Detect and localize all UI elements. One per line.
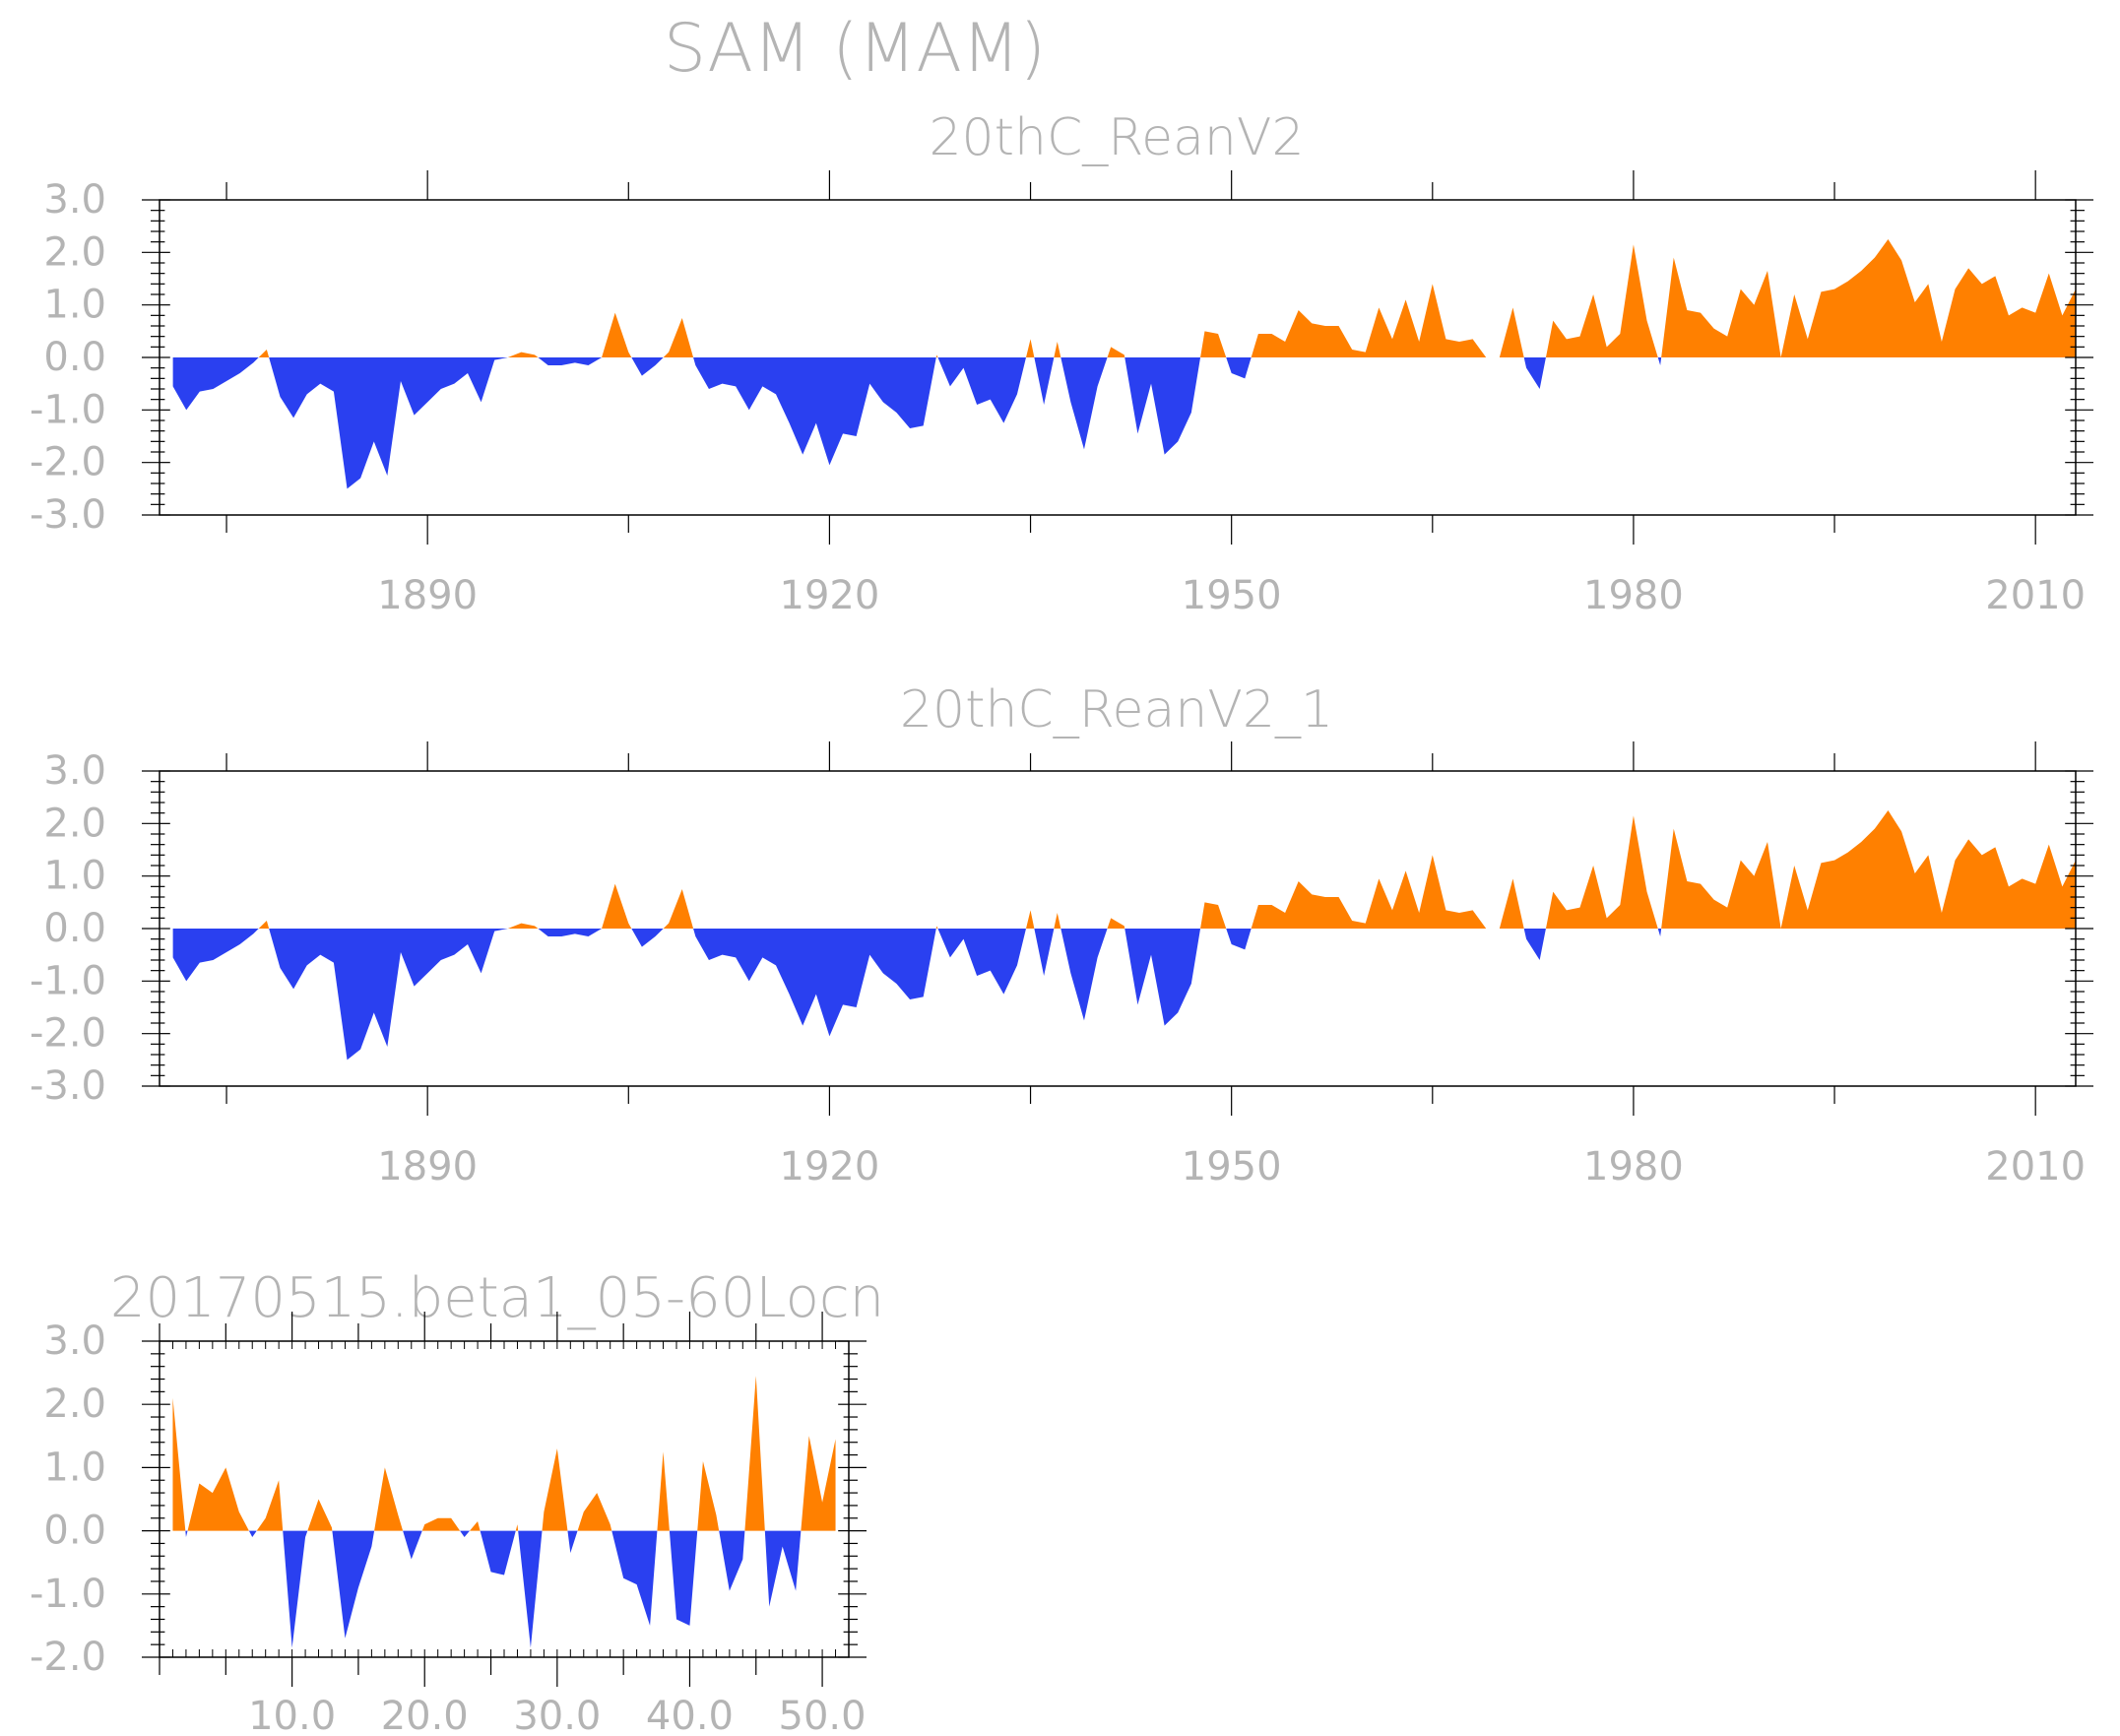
y-tick-label: 2.0 [43, 801, 106, 846]
x-tick-label: 1890 [377, 1144, 478, 1189]
y-tick-label: 1.0 [43, 283, 106, 328]
x-tick-label: 30.0 [513, 1694, 601, 1736]
x-tick-label: 1980 [1583, 1144, 1684, 1189]
x-tick-label: 20.0 [381, 1694, 469, 1736]
plot-area: -3.0 -2.0 -1.0 0.0 1.0 2.0 3.0 1890 1920 1950 1980… [30, 170, 2093, 618]
y-tick-label: -2.0 [30, 1011, 106, 1057]
y-tick-label: 0.0 [43, 335, 106, 380]
y-tick-label: -3.0 [30, 492, 106, 538]
plot-frame [159, 1340, 850, 1658]
panel-20thc-reanv2-1: 20thC_ReanV2_1 -3.0 -2.0 -1.0 0.0 1.0 2.0 3.0 1… [30, 680, 2093, 1189]
panel-title: 20thC_ReanV2 [929, 108, 1304, 167]
positive-area [172, 810, 2077, 929]
x-tick-label: 1920 [780, 1144, 880, 1189]
y-tick-label: -1.0 [30, 387, 106, 432]
panel-20170515-beta1: 20170515.beta1_05-60Locn -2.0 -1.0 0.0 1.0 2… [30, 1266, 884, 1736]
y-tick-label: 0.0 [43, 1509, 106, 1554]
x-tick-label: 1980 [1583, 573, 1684, 618]
negative-area [172, 1530, 836, 1648]
plot-area: -2.0 -1.0 0.0 1.0 2.0 3.0 10.0 20.0 30.0 40.0 50.0 [30, 1312, 867, 1736]
y-tick-label: 1.0 [43, 1445, 106, 1490]
positive-area [172, 1376, 836, 1531]
page-title: SAM (MAM) [664, 10, 1046, 88]
x-tick-label: 40.0 [646, 1694, 734, 1736]
y-tick-label: 3.0 [43, 748, 106, 794]
y-tick-label: -1.0 [30, 1572, 106, 1617]
x-tick-label: 10.0 [248, 1694, 336, 1736]
x-tick-label: 2010 [1985, 1144, 2086, 1189]
panel-20thc-reanv2: 20thC_ReanV2 -3.0 -2.0 -1.0 0.0 1.0 2.0 3.0 189… [30, 108, 2093, 618]
y-tick-label: -2.0 [30, 440, 106, 485]
plot-area: -3.0 -2.0 -1.0 0.0 1.0 2.0 3.0 1890 1920 1950 1980… [30, 741, 2093, 1189]
y-tick-label: 3.0 [43, 1318, 106, 1364]
positive-area [172, 239, 2077, 357]
negative-area [172, 929, 2077, 1061]
y-tick-label: 1.0 [43, 854, 106, 899]
negative-area [172, 357, 2077, 489]
x-tick-label: 1950 [1182, 1144, 1282, 1189]
x-tick-label: 1950 [1182, 573, 1282, 618]
y-tick-label: -3.0 [30, 1063, 106, 1109]
panel-title: 20thC_ReanV2_1 [900, 680, 1333, 739]
y-tick-label: 3.0 [43, 177, 106, 223]
x-tick-label: 1920 [780, 573, 880, 618]
y-tick-label: 0.0 [43, 906, 106, 951]
y-tick-label: 2.0 [43, 229, 106, 275]
x-tick-label: 50.0 [779, 1694, 867, 1736]
y-tick-label: 2.0 [43, 1382, 106, 1427]
y-tick-label: -2.0 [30, 1635, 106, 1680]
x-tick-label: 1890 [377, 573, 478, 618]
y-tick-label: -1.0 [30, 958, 106, 1003]
panel-title: 20170515.beta1_05-60Locn [110, 1266, 884, 1330]
x-tick-label: 2010 [1985, 573, 2086, 618]
